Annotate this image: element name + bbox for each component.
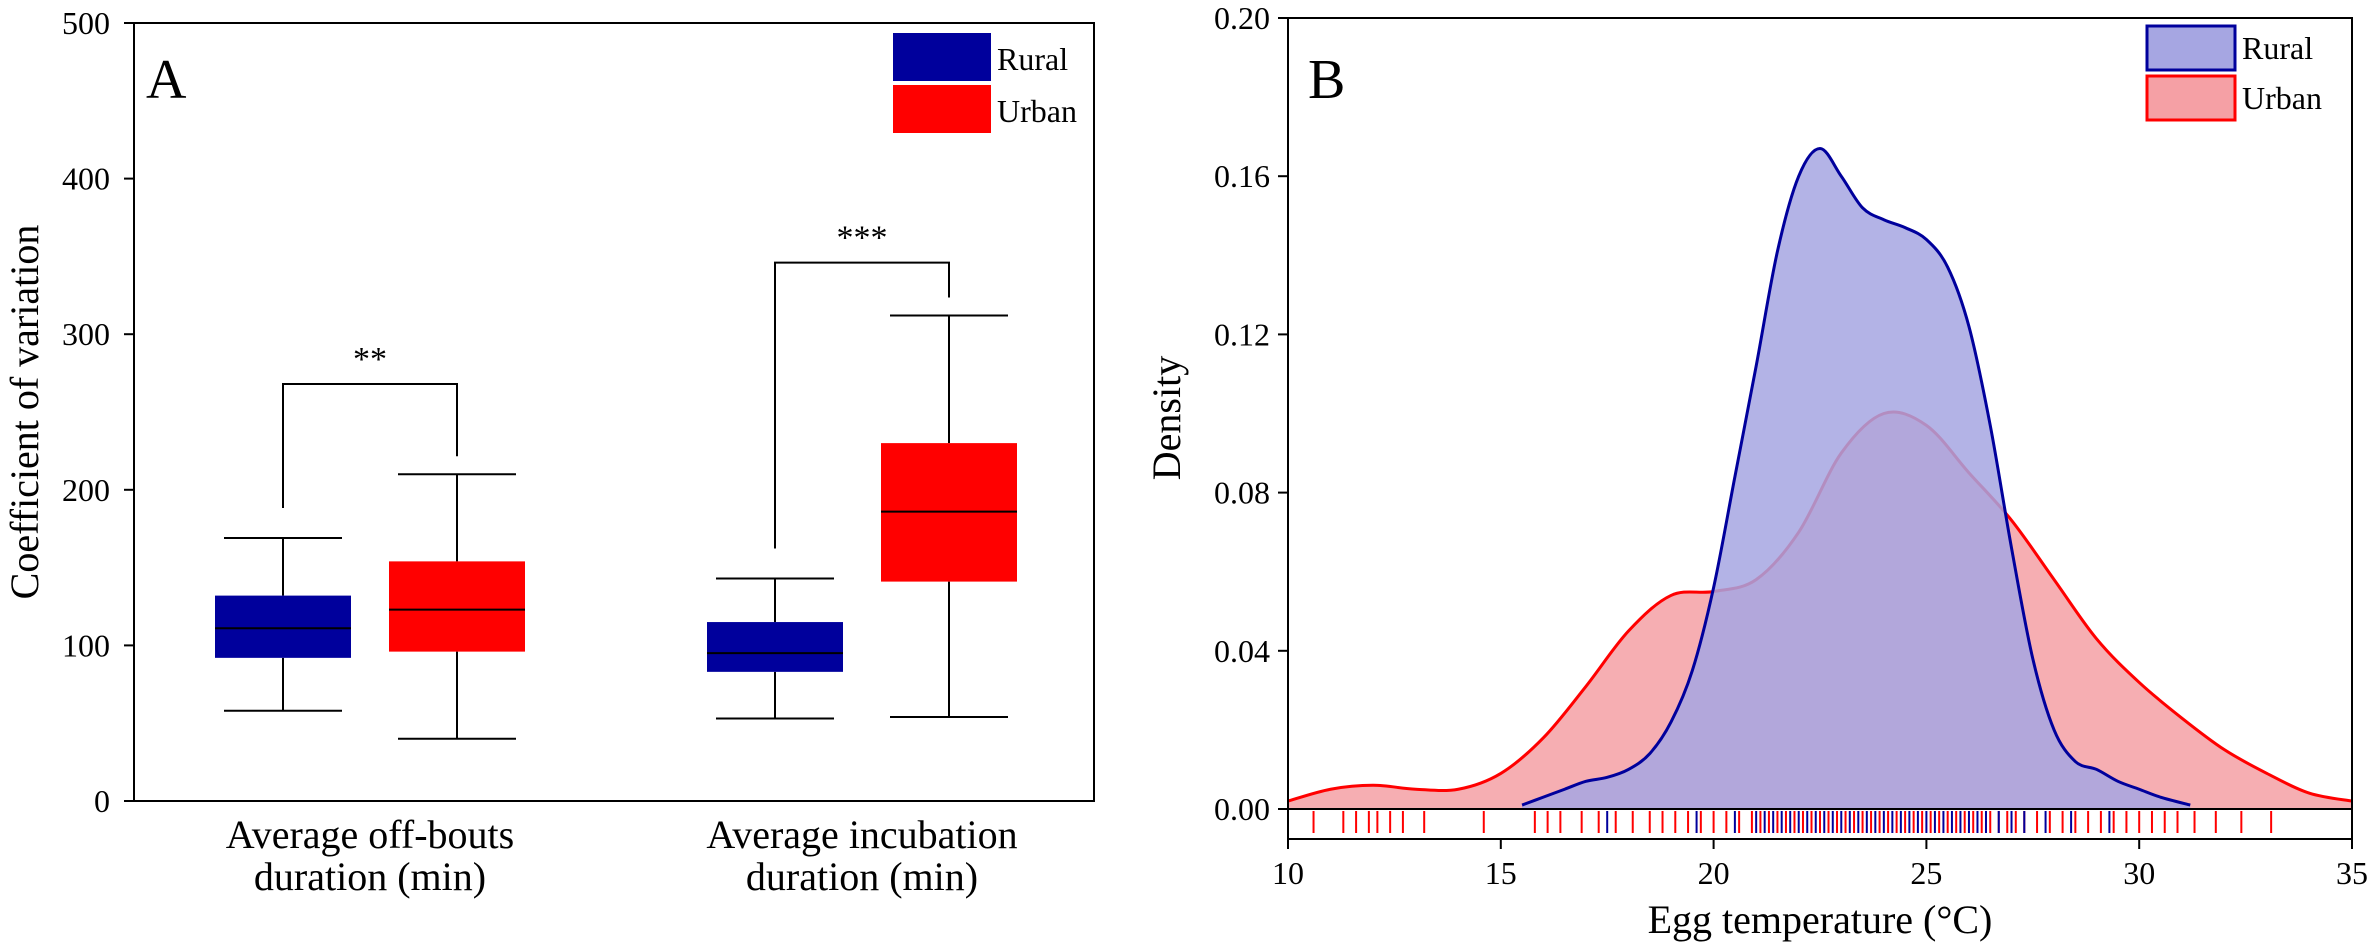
- y-tick-label: 300: [62, 316, 110, 352]
- y-tick-label: 0.16: [1214, 158, 1270, 194]
- panel-a-significance: *****: [282, 220, 950, 549]
- panel-b-legend: Rural Urban: [2145, 24, 2322, 122]
- y-tick-label: 500: [62, 5, 110, 41]
- x-tick-label: 35: [2336, 855, 2368, 891]
- x-category-label: Average off-bouts: [226, 812, 514, 857]
- panel-a-y-label: Coefficient of variation: [2, 225, 47, 600]
- x-tick-label: 15: [1485, 855, 1517, 891]
- panel-b-density: 0.000.040.080.120.160.20 10 15 20 25 30 35 B …: [1144, 0, 2368, 942]
- panel-b-x-label: Egg temperature (°C): [1648, 897, 1993, 942]
- panel-b-y-label: Density: [1144, 356, 1189, 480]
- box-rural-1: [215, 537, 351, 712]
- box-urban-2: [881, 314, 1017, 718]
- iqr-box: [707, 622, 843, 672]
- x-category-label: duration (min): [746, 854, 978, 899]
- panel-b-density-areas: [1287, 147, 2353, 809]
- x-category-label: Average incubation: [706, 812, 1017, 857]
- significance-bracket: [282, 382, 458, 509]
- significance-stars: ***: [837, 220, 888, 257]
- legend-label-rural: Rural: [2242, 30, 2313, 66]
- x-tick-label: 25: [1910, 855, 1942, 891]
- panel-a-label: A: [146, 49, 187, 111]
- x-tick-label: 10: [1272, 855, 1304, 891]
- y-tick-label: 0.08: [1214, 475, 1270, 511]
- significance-stars: **: [353, 341, 387, 378]
- panel-a-legend: Rural Urban: [893, 33, 1077, 133]
- y-tick-label: 400: [62, 161, 110, 197]
- legend-label-urban: Urban: [2242, 80, 2322, 116]
- legend-label-rural: Rural: [997, 41, 1068, 77]
- significance-bracket: [774, 261, 950, 549]
- panel-b-rug: [1312, 811, 2273, 833]
- panel-b-label: B: [1308, 49, 1345, 111]
- y-tick-label: 100: [62, 627, 110, 663]
- panel-a-frame: [133, 22, 1095, 802]
- density-line-rural: [1521, 147, 2191, 807]
- panel-b-frame: [1287, 17, 2353, 840]
- box-rural-2: [707, 577, 843, 720]
- y-tick-label: 0.04: [1214, 633, 1270, 669]
- legend-swatch-rural: [893, 33, 991, 81]
- density-area-rural: [1522, 148, 2191, 809]
- panel-b-y-axis: 0.00 0.04 0.08 0.12 0.16 0.20: [1214, 0, 1288, 827]
- y-tick-label: 0: [94, 783, 110, 819]
- legend-swatch-rural: [2145, 24, 2237, 72]
- legend-swatch-urban: [893, 85, 991, 133]
- panel-b-x-axis: 10 15 20 25 30 35: [1272, 839, 2368, 891]
- iqr-box: [215, 595, 351, 658]
- x-tick-label: 30: [2123, 855, 2155, 891]
- y-tick-label: 0.00: [1214, 791, 1270, 827]
- panel-a-boxes: [215, 314, 1017, 740]
- legend-label-urban: Urban: [997, 93, 1077, 129]
- box-urban-1: [389, 473, 525, 740]
- y-tick-label: 0.12: [1214, 316, 1270, 352]
- y-tick-label: 0.20: [1214, 0, 1270, 36]
- legend-swatch-urban: [2145, 74, 2237, 122]
- x-tick-label: 20: [1698, 855, 1730, 891]
- panel-a-y-axis: 0 100 200 300 400 500: [62, 5, 134, 819]
- y-tick-label: 200: [62, 472, 110, 508]
- iqr-box: [389, 561, 525, 652]
- x-category-label: duration (min): [254, 854, 486, 899]
